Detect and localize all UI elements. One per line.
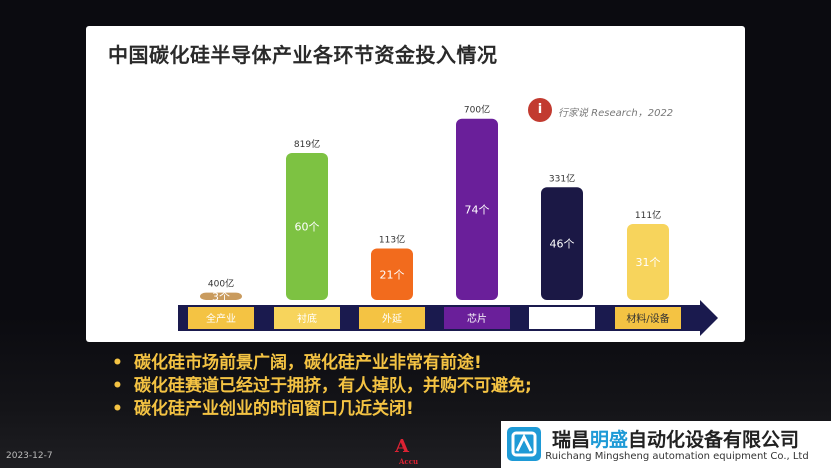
bullet-marker-icon: • <box>112 376 123 396</box>
category-label-box <box>188 307 254 329</box>
bullet-text: 碳化硅赛道已经过于拥挤，有人掉队，并购不可避免; <box>134 376 532 396</box>
bar-value-label: 331亿 <box>549 172 575 184</box>
source-logo-icon: i <box>528 98 552 122</box>
bar <box>286 153 328 300</box>
bullet-marker-icon: • <box>112 353 123 373</box>
bullet-text: 碳化硅产业创业的时间窗口几近关闭! <box>134 399 414 419</box>
bar <box>200 292 242 300</box>
category-label-box <box>529 307 595 329</box>
category-label: 全产业 <box>206 312 236 325</box>
bullet-list: • 碳化硅市场前景广阔，碳化硅产业非常有前途! • 碳化硅赛道已经过于拥挤，有人掉队… <box>112 352 532 421</box>
category-label-box <box>359 307 425 329</box>
brand-name-cn: 瑞昌明盛自动化设备有限公司 <box>552 425 799 452</box>
category-label-box <box>615 307 681 329</box>
accu-logo-glyph: A <box>395 436 409 457</box>
bar-value-label: 111亿 <box>635 209 661 221</box>
bar <box>371 248 413 300</box>
bar-count-label: 46个 <box>550 238 575 251</box>
footer-date: 2023-12-7 <box>6 451 53 461</box>
category-label: 衬底 <box>297 312 317 325</box>
bullet-item: • 碳化硅产业创业的时间窗口几近关闭! <box>112 398 532 421</box>
bullet-text: 碳化硅市场前景广阔，碳化硅产业非常有前途! <box>134 353 482 373</box>
bar-count-label: 31个 <box>636 256 661 269</box>
category-label-box <box>274 307 340 329</box>
category-label-box <box>444 307 510 329</box>
category-label: 芯片 <box>467 312 487 325</box>
bar-value-label: 400亿 <box>208 278 234 290</box>
accu-logo-icon: A Accu <box>395 436 418 466</box>
bullet-marker-icon: • <box>112 399 123 419</box>
bullet-item: • 碳化硅赛道已经过于拥挤，有人掉队，并购不可避免; <box>112 375 532 398</box>
bar-value-label: 819亿 <box>294 138 320 150</box>
accu-logo-text: Accu <box>399 457 419 466</box>
bar-count-label: 21个 <box>380 268 405 281</box>
brand-name-highlight: 明盛 <box>590 429 629 451</box>
bar <box>541 187 583 300</box>
brand-name-suffix: 自动化设备有限公司 <box>628 429 800 451</box>
bar-count-label: 74个 <box>465 203 490 216</box>
slide-title: 中国碳化硅半导体产业各环节资金投入情况 <box>108 43 498 67</box>
brand-name-prefix: 瑞昌 <box>552 429 591 451</box>
bar-value-label: 113亿 <box>379 234 405 246</box>
bar-count-label: 3个 <box>212 290 230 303</box>
category-label: 外延 <box>382 313 402 325</box>
bar <box>456 118 498 300</box>
bullet-item: • 碳化硅市场前景广阔，碳化硅产业非常有前途! <box>112 352 532 375</box>
bar <box>627 224 669 300</box>
source-text: 行家说 Research，2022 <box>558 108 674 119</box>
bar-count-label: 60个 <box>295 221 320 234</box>
brand-logo-icon <box>507 427 541 461</box>
category-label: 材料/设备 <box>626 312 669 325</box>
bar-value-label: 700亿 <box>464 104 490 116</box>
brand-banner: 瑞昌明盛自动化设备有限公司 Ruichang Mingsheng automat… <box>501 421 831 468</box>
brand-name-en: Ruichang Mingsheng automation equipment … <box>545 451 809 462</box>
category-label: 器件/模组封装 <box>540 315 584 324</box>
